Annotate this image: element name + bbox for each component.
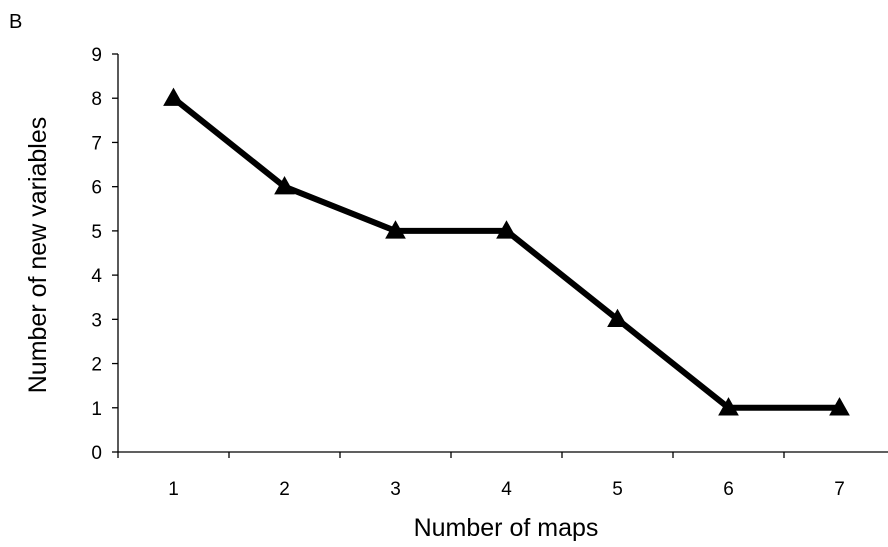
data-point-marker: [829, 397, 850, 416]
x-tick-label: 6: [723, 479, 734, 500]
series-layer: [163, 87, 850, 416]
data-point-marker: [274, 176, 295, 195]
y-tick-label: 5: [91, 222, 102, 243]
data-point-marker: [718, 397, 739, 416]
y-axis: 0 1 2 3 4 5 6 7 8 9: [91, 45, 119, 464]
y-tick-label: 9: [91, 45, 102, 66]
y-tick-label: 2: [91, 355, 102, 376]
y-tick-label: 0: [91, 443, 102, 464]
x-tick-label: 2: [279, 479, 290, 500]
data-point-marker: [385, 220, 406, 239]
data-point-marker: [607, 308, 628, 328]
y-tick-label: 1: [91, 399, 102, 420]
x-tick-label: 5: [612, 479, 623, 500]
y-tick-label: 3: [91, 310, 102, 331]
x-tick-label: 3: [390, 479, 401, 500]
data-point-marker: [163, 87, 184, 106]
y-tick-label: 4: [91, 266, 102, 287]
series-line: [170, 95, 843, 411]
x-axis: 1 2 3 4 5 6 7: [117, 451, 888, 500]
x-tick-label: 1: [168, 479, 179, 500]
x-axis-title: Number of maps: [414, 514, 599, 542]
y-tick-label: 7: [91, 133, 102, 154]
panel-label: B: [9, 11, 22, 33]
x-tick-label: 4: [501, 479, 512, 500]
data-point-marker: [496, 220, 517, 239]
y-tick-label: 6: [91, 178, 102, 199]
x-tick-label: 7: [834, 479, 845, 500]
y-tick-label: 8: [91, 89, 102, 110]
y-axis-title: Number of new variables: [24, 117, 52, 394]
